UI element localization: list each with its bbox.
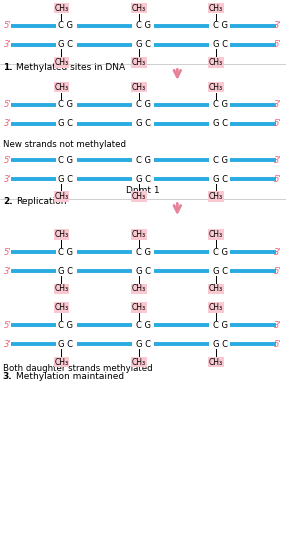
Text: C G: C G	[136, 321, 150, 330]
Text: CH₃: CH₃	[209, 303, 223, 312]
Text: 2.: 2.	[3, 197, 13, 207]
Text: G C: G C	[136, 340, 150, 349]
Text: 3.: 3.	[3, 372, 13, 381]
Text: 3': 3'	[274, 100, 282, 109]
Text: CH₃: CH₃	[54, 3, 69, 13]
Text: C G: C G	[136, 248, 150, 257]
Text: Both daughter strands methylated: Both daughter strands methylated	[3, 364, 152, 373]
Text: 5': 5'	[274, 340, 282, 349]
Text: CH₃: CH₃	[54, 358, 69, 367]
Text: CH₃: CH₃	[54, 230, 69, 239]
Text: G C: G C	[136, 267, 150, 276]
Text: G C: G C	[213, 40, 228, 49]
Text: CH₃: CH₃	[209, 358, 223, 367]
Text: CH₃: CH₃	[132, 58, 146, 67]
Text: 1.: 1.	[3, 63, 13, 72]
Text: G C: G C	[58, 340, 73, 349]
Text: C G: C G	[136, 156, 150, 165]
Text: 5': 5'	[4, 156, 12, 165]
Text: CH₃: CH₃	[209, 284, 223, 294]
Text: G C: G C	[136, 40, 150, 49]
Text: G C: G C	[136, 175, 150, 184]
Text: Replication: Replication	[16, 197, 66, 207]
Text: C G: C G	[58, 156, 73, 165]
Text: G C: G C	[58, 267, 73, 276]
Text: C G: C G	[58, 321, 73, 330]
Text: Dnmt 1: Dnmt 1	[126, 185, 160, 195]
Text: CH₃: CH₃	[132, 303, 146, 312]
Text: CH₃: CH₃	[54, 58, 69, 67]
Text: Methylated sites in DNA: Methylated sites in DNA	[16, 63, 125, 72]
Text: C G: C G	[58, 100, 73, 109]
Text: CH₃: CH₃	[54, 192, 69, 202]
Text: C G: C G	[213, 100, 228, 109]
Text: 5': 5'	[274, 40, 282, 49]
Text: G C: G C	[213, 119, 228, 128]
Text: CH₃: CH₃	[132, 82, 146, 92]
Text: 3': 3'	[4, 119, 12, 128]
Text: C G: C G	[213, 248, 228, 257]
Text: C G: C G	[213, 321, 228, 330]
Text: New strands not methylated: New strands not methylated	[3, 140, 126, 149]
Text: Methylation maintained: Methylation maintained	[16, 372, 124, 381]
Text: G C: G C	[136, 119, 150, 128]
Text: CH₃: CH₃	[132, 192, 146, 202]
Text: 5': 5'	[4, 248, 12, 257]
Text: CH₃: CH₃	[54, 82, 69, 92]
Text: CH₃: CH₃	[209, 82, 223, 92]
Text: C G: C G	[136, 100, 150, 109]
Text: G C: G C	[213, 340, 228, 349]
Text: 3': 3'	[4, 40, 12, 49]
Text: CH₃: CH₃	[132, 358, 146, 367]
Text: 5': 5'	[4, 100, 12, 109]
Text: CH₃: CH₃	[209, 58, 223, 67]
Text: G C: G C	[58, 40, 73, 49]
Text: C G: C G	[58, 248, 73, 257]
Text: 5': 5'	[274, 267, 282, 276]
Text: CH₃: CH₃	[54, 303, 69, 312]
Text: CH₃: CH₃	[132, 3, 146, 13]
Text: C G: C G	[136, 21, 150, 30]
Text: 5': 5'	[4, 321, 12, 330]
Text: CH₃: CH₃	[209, 192, 223, 202]
Text: 3': 3'	[4, 340, 12, 349]
Text: G C: G C	[58, 175, 73, 184]
Text: 5': 5'	[274, 175, 282, 184]
Text: 3': 3'	[274, 248, 282, 257]
Text: CH₃: CH₃	[132, 284, 146, 294]
Text: 3': 3'	[274, 21, 282, 30]
Text: C G: C G	[58, 21, 73, 30]
Text: 3': 3'	[4, 267, 12, 276]
Text: CH₃: CH₃	[132, 230, 146, 239]
Text: CH₃: CH₃	[209, 230, 223, 239]
Text: 3': 3'	[4, 175, 12, 184]
Text: 3': 3'	[274, 156, 282, 165]
Text: 5': 5'	[274, 119, 282, 128]
Text: 3': 3'	[274, 321, 282, 330]
Text: G C: G C	[58, 119, 73, 128]
Text: 5': 5'	[4, 21, 12, 30]
Text: C G: C G	[213, 21, 228, 30]
Text: CH₃: CH₃	[209, 3, 223, 13]
Text: C G: C G	[213, 156, 228, 165]
Text: CH₃: CH₃	[54, 284, 69, 294]
Text: G C: G C	[213, 175, 228, 184]
Text: G C: G C	[213, 267, 228, 276]
